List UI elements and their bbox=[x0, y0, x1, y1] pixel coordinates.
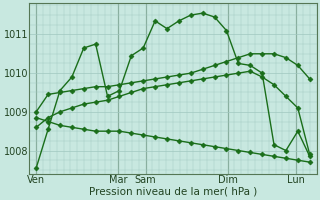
X-axis label: Pression niveau de la mer( hPa ): Pression niveau de la mer( hPa ) bbox=[89, 187, 257, 197]
